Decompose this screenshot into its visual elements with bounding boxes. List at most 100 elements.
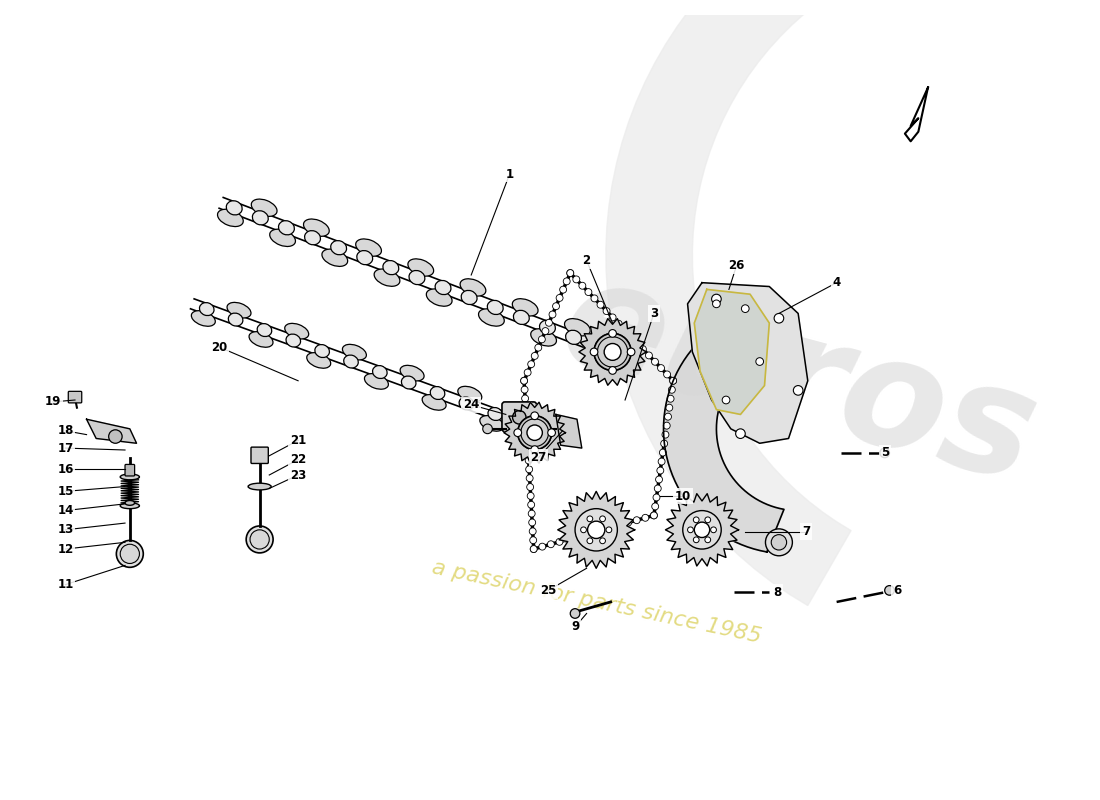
Circle shape — [693, 537, 700, 542]
Circle shape — [670, 378, 676, 384]
Circle shape — [581, 527, 586, 533]
Circle shape — [520, 378, 528, 384]
Text: 19: 19 — [45, 395, 62, 409]
Ellipse shape — [285, 323, 309, 339]
Ellipse shape — [278, 221, 295, 235]
Circle shape — [528, 361, 535, 368]
Circle shape — [531, 353, 538, 359]
Ellipse shape — [461, 290, 477, 305]
Circle shape — [527, 425, 542, 440]
Ellipse shape — [400, 366, 425, 381]
Circle shape — [663, 371, 671, 378]
Circle shape — [525, 369, 531, 376]
Text: a passion for parts since 1985: a passion for parts since 1985 — [430, 557, 762, 646]
Circle shape — [598, 526, 606, 534]
Ellipse shape — [286, 334, 300, 347]
Circle shape — [723, 396, 730, 404]
Circle shape — [793, 386, 803, 395]
Circle shape — [246, 526, 273, 553]
Circle shape — [560, 286, 566, 293]
Ellipse shape — [402, 376, 416, 389]
Circle shape — [542, 327, 549, 334]
Ellipse shape — [218, 210, 243, 226]
Ellipse shape — [374, 269, 400, 286]
Circle shape — [557, 294, 563, 302]
Circle shape — [120, 544, 140, 563]
Circle shape — [524, 422, 530, 429]
Text: 5: 5 — [881, 446, 889, 459]
Ellipse shape — [305, 230, 320, 245]
Ellipse shape — [427, 289, 452, 306]
Text: 22: 22 — [290, 453, 306, 466]
Circle shape — [639, 346, 647, 353]
Text: 8: 8 — [773, 586, 781, 599]
Circle shape — [552, 302, 560, 310]
Circle shape — [615, 320, 623, 327]
Polygon shape — [579, 318, 646, 386]
Text: 27: 27 — [530, 451, 547, 464]
Circle shape — [880, 448, 890, 458]
Circle shape — [621, 326, 628, 334]
Circle shape — [603, 308, 611, 314]
Circle shape — [573, 276, 580, 283]
Ellipse shape — [409, 270, 425, 285]
Circle shape — [650, 512, 658, 519]
Circle shape — [575, 509, 617, 551]
Circle shape — [537, 438, 542, 444]
Circle shape — [656, 476, 662, 483]
Ellipse shape — [364, 374, 388, 390]
Text: 14: 14 — [57, 504, 74, 517]
Circle shape — [625, 519, 631, 526]
Text: 23: 23 — [290, 469, 306, 482]
Circle shape — [528, 502, 535, 508]
Polygon shape — [504, 402, 565, 463]
Circle shape — [884, 586, 894, 595]
Circle shape — [527, 421, 532, 426]
Circle shape — [711, 527, 716, 533]
Circle shape — [527, 493, 535, 499]
Ellipse shape — [520, 419, 549, 446]
Text: 10: 10 — [674, 490, 691, 502]
Circle shape — [570, 609, 580, 618]
Circle shape — [634, 517, 640, 524]
Ellipse shape — [373, 366, 387, 378]
FancyBboxPatch shape — [502, 402, 537, 432]
Circle shape — [538, 336, 546, 343]
FancyBboxPatch shape — [251, 447, 268, 463]
Circle shape — [657, 467, 663, 474]
Circle shape — [609, 314, 616, 321]
Circle shape — [634, 339, 640, 346]
Circle shape — [756, 358, 763, 366]
Circle shape — [771, 534, 786, 550]
Circle shape — [526, 474, 534, 482]
Circle shape — [606, 527, 612, 533]
Circle shape — [615, 339, 622, 345]
Ellipse shape — [436, 281, 451, 294]
Ellipse shape — [191, 310, 216, 326]
Text: 1: 1 — [506, 167, 514, 181]
Ellipse shape — [488, 407, 503, 421]
Circle shape — [688, 527, 693, 533]
Circle shape — [591, 295, 598, 302]
Circle shape — [616, 522, 623, 529]
Circle shape — [651, 503, 659, 510]
Circle shape — [741, 305, 749, 313]
Ellipse shape — [315, 345, 329, 358]
Polygon shape — [87, 419, 136, 443]
Ellipse shape — [227, 201, 242, 215]
Ellipse shape — [343, 355, 359, 368]
Circle shape — [250, 530, 270, 549]
Circle shape — [658, 458, 666, 465]
Circle shape — [659, 449, 667, 456]
Text: 11: 11 — [57, 578, 74, 591]
Circle shape — [654, 485, 661, 492]
Ellipse shape — [530, 329, 557, 346]
Circle shape — [591, 529, 597, 536]
Circle shape — [693, 517, 700, 522]
Circle shape — [527, 483, 534, 490]
Circle shape — [658, 365, 664, 371]
Ellipse shape — [229, 313, 243, 326]
Polygon shape — [556, 414, 582, 448]
Ellipse shape — [251, 199, 277, 216]
Circle shape — [529, 528, 536, 535]
